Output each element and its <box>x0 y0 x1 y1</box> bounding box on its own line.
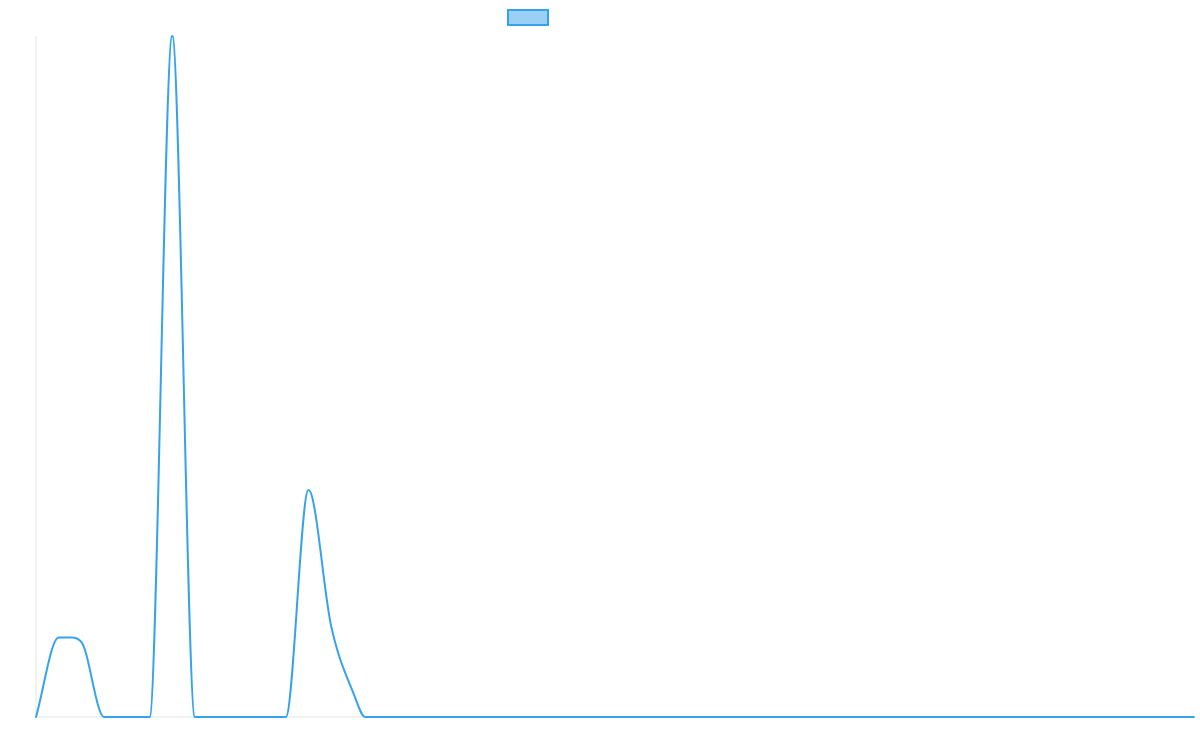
legend-item-0[interactable] <box>507 9 549 26</box>
legend-swatch <box>507 9 549 26</box>
series-line-0 <box>35 35 1195 719</box>
series-layer <box>35 35 1195 719</box>
axes <box>35 36 1194 718</box>
legend[interactable] <box>507 9 549 26</box>
